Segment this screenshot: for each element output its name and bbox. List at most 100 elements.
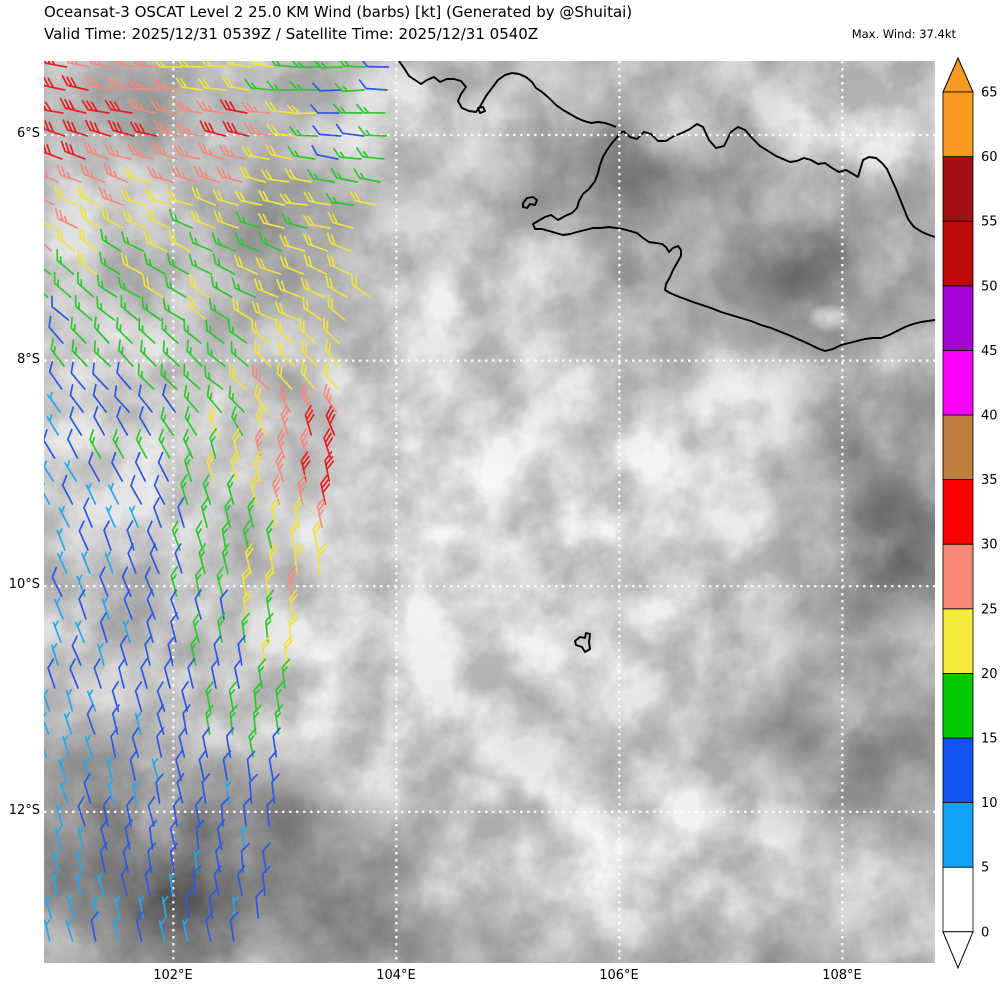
wind-barb bbox=[83, 773, 92, 804]
wind-barb bbox=[143, 231, 168, 252]
wind-barb bbox=[55, 804, 63, 827]
coastline-java-west-south-coast bbox=[532, 130, 935, 352]
wind-barb bbox=[232, 428, 241, 459]
wind-barb bbox=[279, 234, 306, 252]
coastline-panaitan-island bbox=[522, 196, 538, 209]
wind-barb bbox=[293, 497, 303, 528]
wind-barb bbox=[183, 363, 201, 390]
wind-barb bbox=[158, 428, 171, 459]
wind-barb bbox=[132, 781, 139, 804]
wind-barb bbox=[54, 207, 78, 229]
map-canvas bbox=[44, 61, 935, 963]
wind-barb bbox=[358, 79, 388, 91]
coastline-sumatra bbox=[398, 61, 617, 128]
wind-barb bbox=[79, 227, 99, 252]
wind-barb bbox=[146, 520, 158, 551]
wind-barb bbox=[65, 689, 74, 712]
wind-barb bbox=[195, 520, 204, 551]
wind-barb bbox=[178, 727, 187, 758]
wind-barb bbox=[44, 61, 68, 68]
wind-barb bbox=[78, 520, 89, 551]
wind-barb bbox=[335, 123, 365, 137]
wind-barb bbox=[217, 612, 226, 643]
wind-barb bbox=[44, 896, 53, 919]
wind-barb bbox=[188, 253, 213, 275]
wind-barb bbox=[244, 543, 254, 574]
wind-barb bbox=[194, 589, 202, 620]
wind-barb bbox=[350, 273, 371, 298]
wind-barb bbox=[326, 253, 351, 275]
wind-barb bbox=[255, 405, 267, 436]
wind-barb bbox=[302, 296, 323, 321]
wind-barb bbox=[216, 566, 225, 597]
wind-barb bbox=[106, 76, 135, 91]
wind-barb bbox=[99, 251, 121, 275]
wind-barb bbox=[135, 911, 144, 942]
wind-barb bbox=[44, 460, 55, 482]
wind-barb bbox=[324, 339, 341, 367]
wind-barb bbox=[227, 474, 235, 505]
wind-barb bbox=[208, 888, 218, 919]
wind-barb bbox=[58, 505, 70, 528]
wind-barb bbox=[202, 474, 212, 505]
wind-barb bbox=[112, 919, 120, 942]
wind-barb bbox=[65, 919, 74, 942]
colorbar-segment-15-20 bbox=[942, 673, 974, 739]
wind-barb bbox=[173, 99, 202, 114]
wind-barb bbox=[193, 165, 221, 183]
wind-barb bbox=[92, 362, 109, 390]
colorbar-tick-25: 25 bbox=[981, 602, 998, 617]
colorbar-tick-0: 0 bbox=[981, 925, 989, 940]
wind-barb bbox=[58, 758, 67, 781]
wind-barb bbox=[44, 735, 48, 758]
wind-barb bbox=[304, 405, 315, 436]
wind-barb bbox=[221, 520, 231, 551]
wind-barb bbox=[235, 211, 262, 229]
wind-barb bbox=[134, 451, 147, 482]
wind-barb bbox=[231, 277, 256, 298]
wind-barb bbox=[111, 451, 124, 482]
wind-barb bbox=[325, 275, 348, 298]
colorbar-segment-5-10 bbox=[942, 802, 974, 868]
wind-barb bbox=[213, 865, 222, 896]
wind-barb bbox=[149, 543, 160, 574]
wind-barb bbox=[85, 119, 112, 137]
wind-barb bbox=[47, 658, 56, 689]
lat-tick-8s: 8°S bbox=[16, 352, 40, 367]
wind-barb bbox=[168, 208, 193, 229]
wind-barb bbox=[122, 842, 131, 873]
wind-barb bbox=[44, 170, 60, 183]
wind-barb bbox=[56, 226, 76, 252]
wind-barb bbox=[99, 612, 108, 643]
wind-barb bbox=[183, 318, 202, 344]
wind-barb bbox=[170, 589, 179, 620]
wind-barb bbox=[56, 164, 83, 183]
wind-barb bbox=[303, 253, 328, 275]
wind-barb bbox=[164, 275, 187, 298]
wind-barb bbox=[144, 566, 155, 597]
wind-barb bbox=[260, 169, 290, 183]
colorbar-segment-50-55 bbox=[942, 220, 974, 287]
wind-barb bbox=[44, 919, 51, 942]
wind-barb bbox=[198, 543, 206, 574]
wind-barb bbox=[134, 681, 143, 712]
wind-barb bbox=[46, 414, 60, 436]
wind-barb bbox=[103, 163, 129, 183]
colorbar-tick-35: 35 bbox=[981, 473, 998, 488]
wind-barb bbox=[221, 543, 230, 574]
wind-barb bbox=[138, 406, 152, 436]
wind-barb bbox=[201, 773, 210, 804]
wind-barb bbox=[288, 589, 298, 620]
wind-barb bbox=[61, 474, 74, 505]
wind-barb bbox=[191, 209, 216, 229]
wind-barb bbox=[107, 482, 120, 505]
wind-barb bbox=[222, 76, 250, 91]
wind-barb bbox=[276, 279, 302, 298]
wind-barb bbox=[55, 827, 62, 850]
wind-barb bbox=[230, 341, 249, 367]
wind-barb bbox=[127, 543, 137, 574]
colorbar-tick-20: 20 bbox=[981, 667, 998, 682]
wind-barb bbox=[77, 271, 95, 298]
wind-barb bbox=[62, 119, 89, 137]
